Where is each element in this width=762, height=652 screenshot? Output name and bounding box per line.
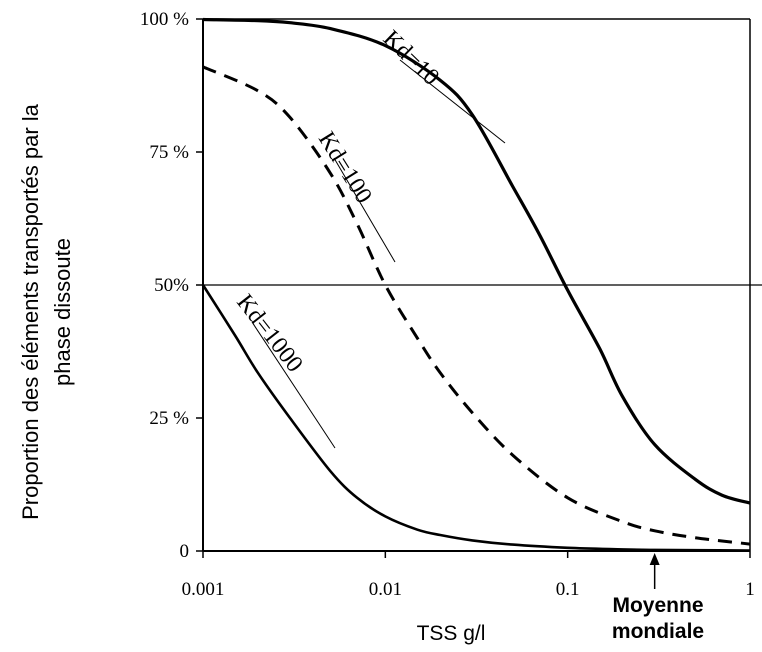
y-tick-label: 25 %: [149, 408, 189, 429]
y-tick-label: 75 %: [149, 142, 189, 163]
y-axis-label-line1: Proportion des éléments transportés par …: [18, 103, 43, 520]
series-line: [202, 17, 751, 505]
annotation-label-line1: Moyenne: [612, 594, 703, 617]
series-label-leader: [399, 59, 506, 144]
y-axis-label-line2: phase dissoute: [50, 238, 75, 386]
annotation-arrow-head: [649, 553, 660, 565]
curves: [201, 17, 751, 552]
series-line: [202, 65, 751, 546]
series-label: Kd=1000: [231, 290, 307, 378]
ticks: 0 25 % 50% 75 % 100 % 0.001 0.01 0.1 1: [140, 9, 755, 600]
plot-frame: [202, 18, 762, 552]
x-tick-label: 1: [745, 579, 755, 600]
series-label: Kd=10: [378, 26, 444, 91]
annotation-label-line2: mondiale: [612, 620, 704, 643]
x-tick-label: 0.1: [556, 579, 580, 600]
x-tick-label: 0.001: [182, 579, 225, 600]
y-tick-label: 100 %: [140, 9, 189, 30]
series-label-leader: [251, 321, 336, 449]
series-label-leader: [333, 157, 396, 263]
y-tick-label: 50%: [154, 275, 189, 296]
moyenne-mondiale-annotation: Moyenne mondiale: [612, 553, 704, 643]
x-tick-label: 0.01: [369, 579, 402, 600]
x-axis-label: TSS g/l: [417, 622, 486, 645]
series-line: [201, 284, 751, 552]
y-tick-label: 0: [180, 541, 190, 562]
